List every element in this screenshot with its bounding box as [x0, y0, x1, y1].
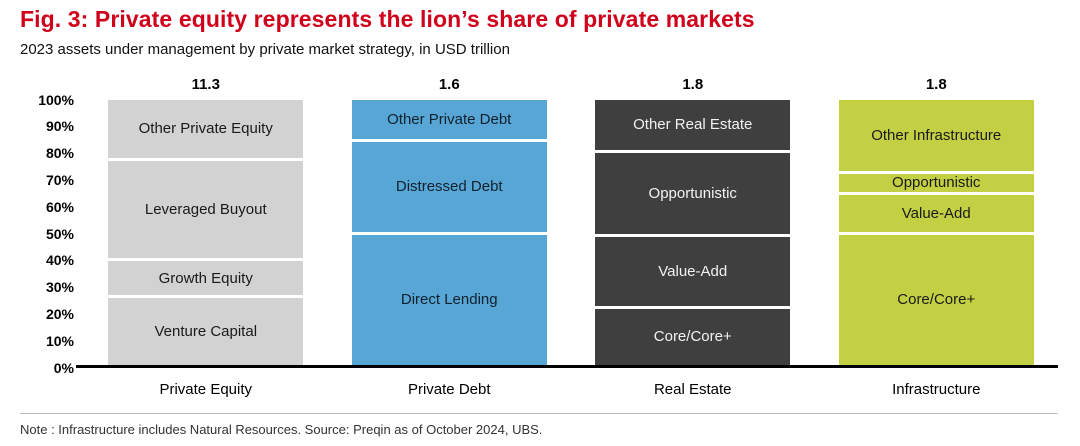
- segment-label: Value-Add: [658, 263, 728, 281]
- segment-label: Other Private Equity: [138, 120, 273, 138]
- y-tick-40: 40%: [45, 252, 74, 269]
- segment-private-equity-growth-equity: Growth Equity: [108, 261, 304, 299]
- figure-subtitle: 2023 assets under management by private …: [20, 40, 510, 58]
- segment-label: Value-Add: [901, 204, 971, 222]
- segment-label: Leveraged Buyout: [144, 200, 267, 218]
- figure-note: Note : Infrastructure includes Natural R…: [20, 421, 543, 437]
- total-label-real-estate: 1.8: [682, 75, 704, 93]
- bar-private-debt: Other Private Debt Distressed Debt Direct …: [351, 99, 547, 365]
- totals-row: 11.3 1.6 1.8 1.8: [84, 76, 1058, 100]
- y-tick-20: 20%: [45, 305, 74, 322]
- segment-real-estate-value-add: Value-Add: [595, 237, 791, 309]
- segment-label: Core/Core+: [653, 328, 732, 346]
- bar-infrastructure: Other Infrastructure Opportunistic Value-A…: [838, 99, 1034, 365]
- category-labels-row: Private Equity Private Debt Real Estate Inf…: [84, 368, 1058, 398]
- y-tick-50: 50%: [45, 225, 74, 242]
- segment-label: Other Infrastructure: [871, 126, 1002, 144]
- figure-header: Fig. 3: Private equity represents the li…: [20, 6, 1058, 58]
- segment-label: Opportunistic: [648, 184, 737, 202]
- segment-infrastructure-core-core+: Core/Core+: [839, 235, 1034, 365]
- segment-label: Distressed Debt: [395, 178, 503, 196]
- y-axis: 100% 90% 80% 70% 60% 50% 40% 30% 20% 10% 0%: [20, 92, 84, 376]
- y-tick-60: 60%: [45, 198, 74, 215]
- figure-panel: Fig. 3: Private equity represents the li…: [20, 6, 1058, 437]
- segment-private-debt-direct-lending: Direct Lending: [352, 235, 547, 365]
- segment-label: Core/Core+: [897, 291, 976, 309]
- y-tick-0: 0%: [53, 359, 74, 376]
- bar-private-equity: Other Private Equity Leveraged Buyout Grow…: [108, 99, 304, 365]
- segment-label: Opportunistic: [892, 174, 981, 192]
- bar-real-estate: Other Real Estate Opportunistic Value-Add C…: [595, 99, 791, 365]
- segment-label: Direct Lending: [400, 291, 498, 309]
- total-label-private-equity: 11.3: [191, 75, 220, 93]
- y-tick-70: 70%: [45, 171, 74, 188]
- segment-private-equity-leveraged-buyout: Leveraged Buyout: [108, 161, 304, 262]
- bar-column-private-debt: Other Private Debt Distressed Debt Direct …: [328, 99, 572, 365]
- category-label-infrastructure: Infrastructure: [892, 380, 981, 398]
- segment-private-debt-other-private-debt: Other Private Debt: [351, 100, 547, 142]
- segment-label: Other Real Estate: [633, 116, 753, 134]
- y-tick-10: 10%: [45, 332, 74, 349]
- segment-real-estate-core-core+: Core/Core+: [595, 309, 790, 365]
- total-label-infrastructure: 1.8: [925, 75, 947, 93]
- segment-private-debt-distressed-debt: Distressed Debt: [351, 142, 547, 235]
- segment-real-estate-other-real-estate: Other Real Estate: [595, 100, 791, 153]
- bar-column-private-equity: Other Private Equity Leveraged Buyout Grow…: [84, 99, 328, 365]
- plot-area: Other Private Equity Leveraged Buyout Grow…: [76, 99, 1059, 368]
- total-label-private-debt: 1.6: [438, 75, 460, 93]
- category-label-real-estate: Real Estate: [653, 380, 732, 398]
- bar-column-real-estate: Other Real Estate Opportunistic Value-Add C…: [571, 99, 815, 365]
- y-tick-30: 30%: [45, 279, 74, 296]
- note-separator: [20, 412, 1058, 414]
- y-tick-80: 80%: [45, 145, 74, 162]
- category-label-private-debt: Private Debt: [407, 380, 491, 398]
- stacked-bar-chart: 11.3 1.6 1.8 1.8 100% 90% 80% 70% 60% 50% 40% 30% 2…: [20, 76, 1058, 398]
- segment-private-equity-other-private-equity: Other Private Equity: [108, 100, 304, 161]
- segment-infrastructure-opportunistic: Opportunistic: [838, 174, 1034, 195]
- y-tick-90: 90%: [45, 118, 74, 135]
- figure-title: Fig. 3: Private equity represents the li…: [20, 6, 755, 32]
- y-tick-100: 100%: [38, 91, 74, 108]
- segment-infrastructure-value-add: Value-Add: [838, 195, 1034, 235]
- bar-column-infrastructure: Other Infrastructure Opportunistic Value-A…: [815, 99, 1059, 365]
- segment-label: Other Private Debt: [387, 110, 512, 128]
- category-label-private-equity: Private Equity: [159, 380, 253, 398]
- segment-real-estate-opportunistic: Opportunistic: [595, 153, 791, 238]
- segment-private-equity-venture-capital: Venture Capital: [108, 298, 303, 364]
- segment-label: Venture Capital: [154, 322, 258, 340]
- segment-label: Growth Equity: [158, 269, 253, 287]
- segment-infrastructure-other-infrastructure: Other Infrastructure: [838, 100, 1034, 174]
- plot-row: 100% 90% 80% 70% 60% 50% 40% 30% 20% 10% 0% Other …: [20, 92, 1059, 376]
